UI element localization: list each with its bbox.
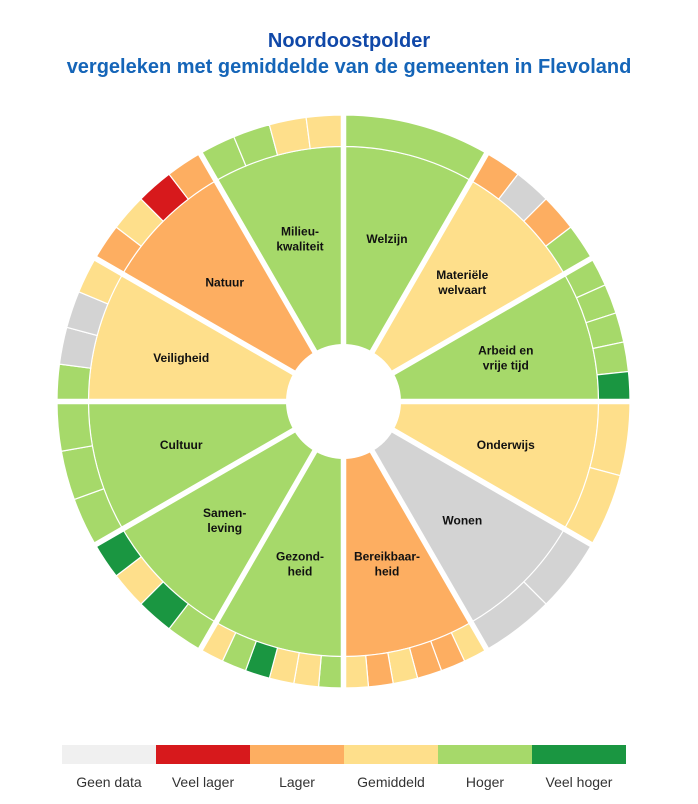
legend-swatch — [62, 745, 156, 764]
sub-segment-arbeid-envrije-tijd — [592, 341, 630, 376]
sub-segment-bereikbaar-heid — [342, 654, 370, 689]
legend-label: Gemiddeld — [357, 774, 425, 790]
legend-item-hoger: Hoger — [438, 745, 532, 795]
sector-label-line: Materiële — [436, 268, 488, 282]
sector-gap — [389, 426, 595, 549]
legend-item-gemiddeld: Gemiddeld — [344, 745, 438, 795]
sector-label-line: Gezond- — [276, 549, 324, 563]
sector-label-natuur: Natuur — [205, 276, 244, 290]
sector-label-line: Arbeid en — [478, 344, 533, 358]
legend-item-veel-lager: Veel lager — [156, 745, 250, 795]
sector-label-onderwijs: Onderwijs — [477, 438, 535, 452]
legend-item-geen-data: Geen data — [62, 745, 156, 795]
sector-label-welzijn: Welzijn — [366, 232, 407, 246]
sector-label-line: kwaliteit — [276, 240, 323, 254]
sector-gap — [196, 447, 319, 653]
legend-label: Veel hoger — [545, 774, 613, 790]
legend-swatch — [532, 745, 626, 764]
sector-label-samen-leving: Samen-leving — [203, 506, 246, 535]
sector-label-veiligheid: Veiligheid — [153, 351, 209, 365]
legend-label: Veel lager — [171, 774, 235, 790]
sector-gap — [368, 150, 491, 356]
sector-gap — [196, 150, 319, 356]
legend: Geen data Veel lager Lager Gemiddeld Hog… — [62, 745, 626, 795]
sub-segment-arbeid-envrije-tijd — [596, 370, 631, 403]
sector-label-line: Onderwijs — [477, 438, 535, 452]
chart-title: Noordoostpolder — [267, 30, 431, 52]
sector-label-line: leving — [207, 521, 242, 535]
sector-label-materi-lewelvaart: Materiële welvaart — [436, 268, 488, 297]
center-hole — [286, 344, 401, 459]
sector-label-line: Cultuur — [160, 438, 203, 452]
sector-gap — [92, 254, 298, 377]
sector-label-line: Natuur — [205, 276, 244, 290]
sector-label-gezond-heid: Gezond-heid — [276, 549, 324, 578]
sub-segment-gezond-heid — [317, 654, 345, 689]
sector-label-line: vrije tijd — [483, 359, 529, 373]
sector-label-line: Milieu- — [281, 225, 319, 239]
sector-label-cultuur: Cultuur — [160, 438, 203, 452]
sector-label-arbeid-envrije-tijd: Arbeid en vrije tijd — [478, 344, 533, 373]
sector-label-milieu-kwaliteit: Milieu-kwaliteit — [276, 225, 323, 254]
sector-label-wonen: Wonen — [442, 513, 482, 527]
sector-gap — [368, 447, 491, 653]
legend-item-lager: Lager — [250, 745, 344, 795]
sub-segment-cultuur — [56, 400, 94, 452]
legend-label: Lager — [279, 774, 315, 790]
sector-label-bereikbaar-heid: Bereikbaar-heid — [354, 549, 420, 578]
sector-label-line: heid — [288, 564, 313, 578]
sector-label-line: welvaart — [437, 283, 486, 297]
sector-label-line: Samen- — [203, 506, 246, 520]
sub-segment-veiligheid — [56, 363, 92, 403]
chart-subtitle: vergeleken met gemiddelde van de gemeent… — [66, 56, 632, 78]
sector-gap — [92, 426, 298, 549]
sector-gap — [389, 254, 595, 377]
sub-segment-bereikbaar-heid — [365, 651, 394, 688]
sector-label-line: Wonen — [442, 513, 482, 527]
sector-label-line: Welzijn — [366, 232, 407, 246]
sector-label-line: Bereikbaar- — [354, 549, 420, 563]
sector-label-line: heid — [375, 564, 400, 578]
legend-swatch — [438, 745, 532, 764]
legend-label: Hoger — [465, 774, 505, 790]
sector-label-line: Veiligheid — [153, 351, 209, 365]
sub-segment-milieu-kwaliteit — [268, 116, 311, 156]
legend-item-veel-hoger: Veel hoger — [532, 745, 626, 795]
legend-swatch — [250, 745, 344, 764]
legend-swatch — [156, 745, 250, 764]
sub-segment-milieu-kwaliteit — [305, 114, 345, 150]
legend-label: Geen data — [76, 774, 142, 790]
legend-swatch — [344, 745, 438, 764]
